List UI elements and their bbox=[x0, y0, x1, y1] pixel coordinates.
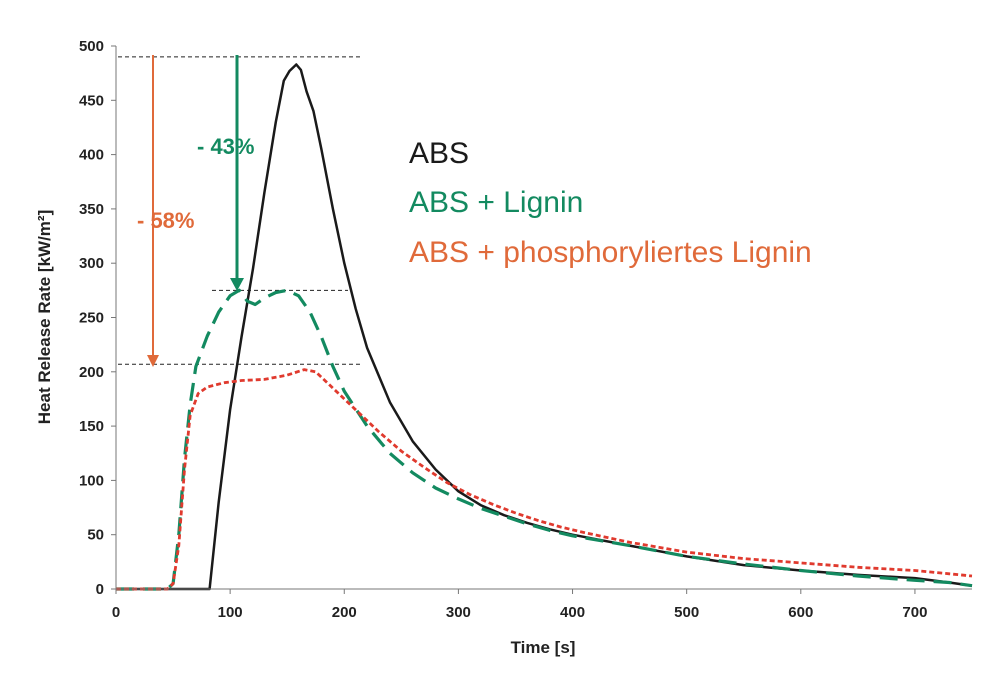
annotation-43-percent: - 43% bbox=[197, 134, 254, 159]
y-tick-label: 100 bbox=[79, 472, 104, 489]
x-ticks: 0 100 200 300 400 500 600 700 bbox=[112, 589, 927, 621]
series-line-0 bbox=[116, 63, 973, 591]
legend-entry-abs-lignin: ABS + Lignin bbox=[409, 186, 583, 219]
x-tick-label: 300 bbox=[446, 604, 471, 621]
x-tick-label: 600 bbox=[788, 604, 813, 621]
annotation-58-percent: - 58% bbox=[137, 208, 194, 233]
x-axis-title: Time [s] bbox=[511, 638, 576, 657]
x-tick-label: 700 bbox=[902, 604, 927, 621]
series-line-2 bbox=[116, 368, 973, 591]
y-tick-label: 400 bbox=[79, 147, 104, 164]
y-tick-label: 500 bbox=[79, 38, 104, 55]
reduction-arrow-58 bbox=[147, 55, 159, 367]
y-tick-label: 50 bbox=[87, 527, 104, 544]
y-axis-title: Heat Release Rate [kW/m²] bbox=[35, 210, 54, 424]
reduction-arrow-43 bbox=[230, 55, 244, 291]
x-tick-label: 500 bbox=[674, 604, 699, 621]
x-tick-label: 100 bbox=[218, 604, 243, 621]
series-line-1 bbox=[116, 288, 973, 591]
y-tick-label: 450 bbox=[79, 92, 104, 109]
y-tick-label: 350 bbox=[79, 201, 104, 218]
x-tick-label: 200 bbox=[332, 604, 357, 621]
x-tick-label: 400 bbox=[560, 604, 585, 621]
legend-entry-abs-phosphorylated-lignin: ABS + phosphoryliertes Lignin bbox=[409, 236, 812, 269]
y-tick-label: 250 bbox=[79, 310, 104, 327]
y-tick-label: 300 bbox=[79, 255, 104, 272]
y-tick-label: 0 bbox=[96, 581, 104, 598]
y-ticks: 0 50 100 150 200 250 300 350 400 450 500 bbox=[79, 38, 116, 598]
series-layer bbox=[116, 63, 973, 591]
y-tick-label: 150 bbox=[79, 418, 104, 435]
legend-entry-abs: ABS bbox=[409, 137, 469, 170]
legend: ABS ABS + Lignin ABS + phosphoryliertes … bbox=[409, 137, 812, 269]
x-tick-label: 0 bbox=[112, 604, 120, 621]
reference-lines bbox=[118, 56, 362, 365]
y-tick-label: 200 bbox=[79, 364, 104, 381]
